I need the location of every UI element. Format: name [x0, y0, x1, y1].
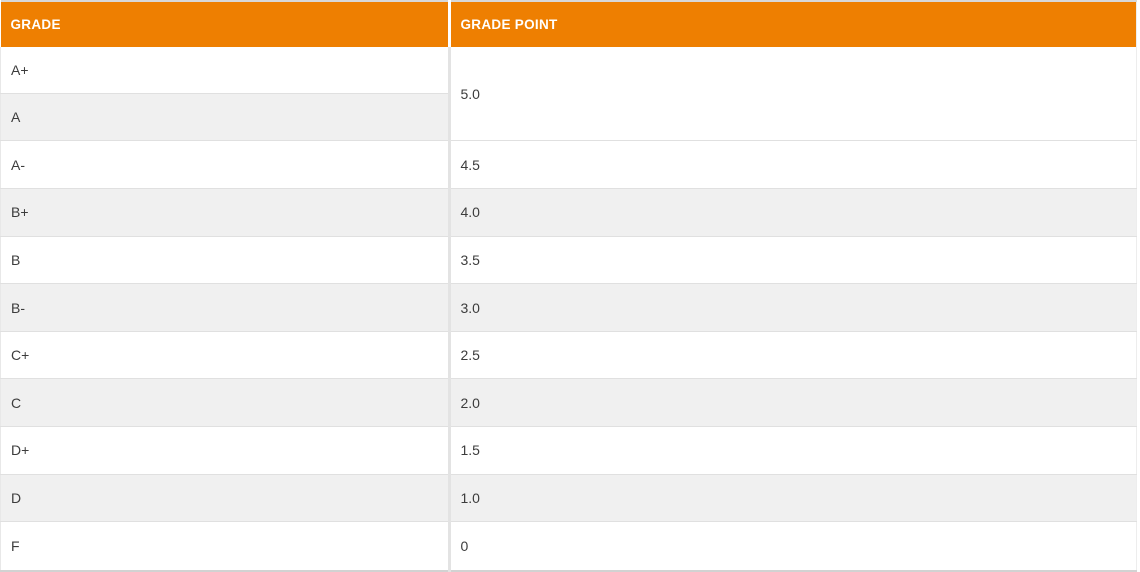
column-header-grade-point: GRADE POINT: [449, 1, 1137, 47]
table-row: A+ 5.0: [0, 47, 1137, 142]
table-row: B+ 4.0: [0, 188, 1137, 237]
table-row: A- 4.5: [0, 140, 1137, 189]
table-body: A+ 5.0 A A- 4.5 B+ 4.0 B 3.5 B- 3.0: [0, 47, 1137, 571]
table-row: C 2.0: [0, 378, 1137, 428]
grade-cell: D: [0, 474, 451, 523]
grade-point-cell: 3.0: [449, 283, 1137, 332]
grade-cell: B+: [0, 188, 451, 237]
table-header: GRADE GRADE POINT: [0, 1, 1137, 47]
grade-point-cell: 2.5: [449, 331, 1137, 380]
column-header-grade: GRADE: [0, 1, 451, 47]
grade-point-cell: 2.0: [449, 378, 1137, 428]
table-row: F 0: [0, 521, 1137, 571]
grade-cell: C+: [0, 331, 451, 380]
grade-cell: A+: [0, 47, 451, 94]
table-row: B- 3.0: [0, 283, 1137, 332]
grade-point-cell: 3.5: [449, 236, 1137, 285]
grade-point-cell: 1.5: [449, 426, 1137, 475]
grade-point-cell: 5.0: [449, 47, 1137, 142]
table-row: B 3.5: [0, 236, 1137, 285]
grade-cell: D+: [0, 426, 451, 475]
grade-point-cell: 4.5: [449, 140, 1137, 189]
grade-cell: C: [0, 378, 451, 428]
grade-point-cell: 4.0: [449, 188, 1137, 237]
grade-point-cell: 1.0: [449, 474, 1137, 523]
table-row: A: [0, 93, 1137, 142]
grade-cell: F: [0, 521, 451, 571]
grade-point-cell: 0: [449, 521, 1137, 571]
table-row: D 1.0: [0, 474, 1137, 523]
table-row: D+ 1.5: [0, 426, 1137, 475]
header-row: GRADE GRADE POINT: [0, 1, 1137, 47]
table-row: C+ 2.5: [0, 331, 1137, 380]
grade-cell: A-: [0, 140, 451, 189]
grade-cell: B: [0, 236, 451, 285]
grade-cell: A: [0, 93, 451, 142]
grade-cell: B-: [0, 283, 451, 332]
